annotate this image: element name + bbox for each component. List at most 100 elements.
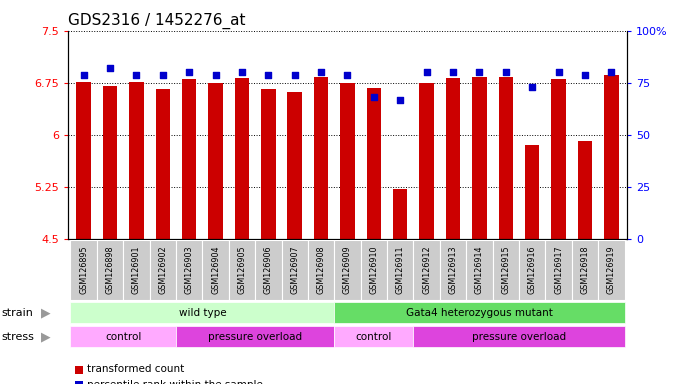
- Bar: [361, 240, 387, 300]
- Bar: [71, 302, 334, 323]
- Bar: [598, 240, 624, 300]
- Point: [210, 71, 221, 78]
- Text: GSM126908: GSM126908: [317, 245, 325, 294]
- Bar: [308, 240, 334, 300]
- Bar: [445, 78, 460, 239]
- Bar: [414, 240, 440, 300]
- Point: [395, 96, 405, 103]
- Text: GSM126914: GSM126914: [475, 245, 484, 294]
- Text: percentile rank within the sample: percentile rank within the sample: [87, 380, 262, 384]
- Text: GSM126910: GSM126910: [370, 245, 378, 294]
- Text: wild type: wild type: [178, 308, 226, 318]
- Bar: [440, 240, 466, 300]
- Text: GSM126918: GSM126918: [580, 245, 589, 294]
- Point: [342, 71, 353, 78]
- Bar: [545, 240, 572, 300]
- Point: [474, 70, 485, 76]
- Bar: [334, 302, 624, 323]
- Text: GSM126905: GSM126905: [237, 245, 246, 294]
- Bar: [572, 240, 598, 300]
- Text: transformed count: transformed count: [87, 364, 184, 374]
- Bar: [228, 240, 255, 300]
- Text: GSM126913: GSM126913: [449, 245, 458, 294]
- Text: ▶: ▶: [41, 330, 51, 343]
- Text: ▶: ▶: [41, 306, 51, 319]
- Bar: [472, 76, 487, 239]
- Bar: [498, 77, 513, 239]
- Point: [500, 70, 511, 76]
- Point: [553, 70, 564, 76]
- Bar: [103, 86, 117, 239]
- Bar: [340, 83, 355, 239]
- Bar: [420, 83, 434, 239]
- Point: [527, 84, 538, 90]
- Text: GSM126912: GSM126912: [422, 245, 431, 294]
- Text: control: control: [105, 332, 142, 342]
- Bar: [235, 78, 250, 239]
- Text: GSM126902: GSM126902: [158, 245, 167, 294]
- Text: stress: stress: [1, 332, 34, 342]
- Bar: [129, 82, 144, 239]
- Point: [606, 70, 617, 76]
- Bar: [367, 88, 381, 239]
- Text: GSM126911: GSM126911: [396, 245, 405, 294]
- Text: GSM126904: GSM126904: [211, 245, 220, 294]
- Bar: [414, 326, 624, 347]
- Bar: [525, 146, 540, 239]
- Bar: [578, 141, 592, 239]
- Bar: [287, 92, 302, 239]
- Point: [290, 71, 300, 78]
- Point: [78, 71, 89, 78]
- Bar: [519, 240, 545, 300]
- Bar: [314, 76, 328, 239]
- Point: [316, 70, 327, 76]
- Bar: [182, 79, 197, 239]
- Text: GSM126907: GSM126907: [290, 245, 299, 294]
- Bar: [208, 83, 223, 239]
- Bar: [393, 189, 407, 239]
- Point: [263, 71, 274, 78]
- Text: GSM126898: GSM126898: [106, 245, 115, 294]
- Text: GSM126903: GSM126903: [184, 245, 194, 294]
- Bar: [155, 89, 170, 239]
- Text: GSM126919: GSM126919: [607, 245, 616, 294]
- Bar: [493, 240, 519, 300]
- Bar: [77, 82, 91, 239]
- Text: GSM126906: GSM126906: [264, 245, 273, 294]
- Bar: [202, 240, 228, 300]
- Bar: [176, 240, 202, 300]
- Bar: [466, 240, 493, 300]
- Bar: [551, 79, 566, 239]
- Bar: [97, 240, 123, 300]
- Text: strain: strain: [1, 308, 33, 318]
- Bar: [123, 240, 150, 300]
- Text: pressure overload: pressure overload: [208, 332, 302, 342]
- Text: GSM126917: GSM126917: [554, 245, 563, 294]
- Point: [184, 70, 195, 76]
- Point: [580, 71, 591, 78]
- Point: [368, 94, 379, 101]
- Bar: [281, 240, 308, 300]
- Bar: [261, 89, 275, 239]
- Bar: [604, 74, 618, 239]
- Bar: [71, 240, 97, 300]
- Text: GDS2316 / 1452276_at: GDS2316 / 1452276_at: [68, 13, 245, 29]
- Bar: [255, 240, 281, 300]
- Text: GSM126909: GSM126909: [343, 245, 352, 294]
- Bar: [387, 240, 414, 300]
- Bar: [176, 326, 334, 347]
- Text: GSM126916: GSM126916: [527, 245, 537, 294]
- Text: control: control: [356, 332, 392, 342]
- Point: [104, 65, 115, 71]
- Point: [157, 71, 168, 78]
- Text: pressure overload: pressure overload: [472, 332, 566, 342]
- Text: GSM126901: GSM126901: [132, 245, 141, 294]
- Bar: [334, 326, 414, 347]
- Bar: [334, 240, 361, 300]
- Bar: [71, 326, 176, 347]
- Point: [447, 70, 458, 76]
- Point: [421, 70, 432, 76]
- Text: GSM126915: GSM126915: [501, 245, 511, 294]
- Text: Gata4 heterozygous mutant: Gata4 heterozygous mutant: [406, 308, 553, 318]
- Text: GSM126895: GSM126895: [79, 245, 88, 294]
